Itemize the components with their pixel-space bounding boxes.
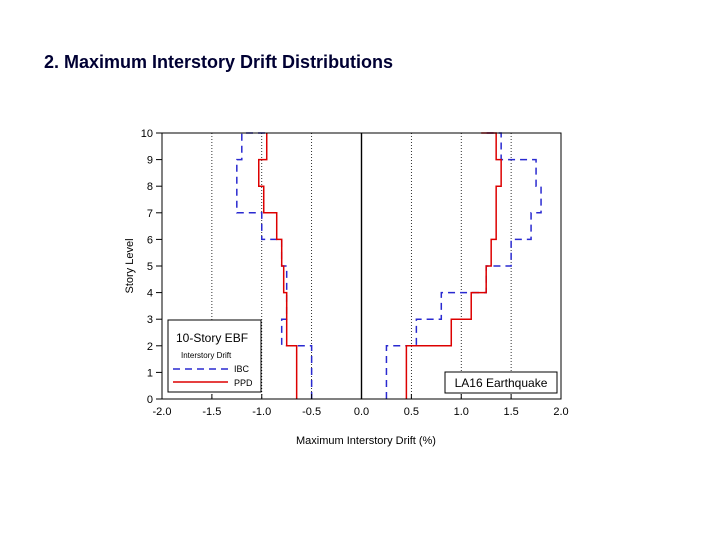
slide-title: 2. Maximum Interstory Drift Distribution…: [44, 52, 394, 72]
y-tick-label: 0: [147, 394, 153, 406]
x-tick-label: -0.5: [302, 406, 321, 418]
x-tick-label: -1.5: [202, 406, 221, 418]
ppd-left-profile: [258, 133, 298, 399]
y-tick-label: 10: [141, 128, 153, 140]
legend-ibc-label: IBC: [234, 364, 250, 374]
series-layer: [236, 132, 542, 399]
y-axis-label: Story Level: [124, 238, 136, 293]
x-tick-label: 1.0: [454, 406, 469, 418]
tick-layer: -2.0 -1.5 -1.0 -0.5 0.0 0.5 1.0 1.5 2.0 0 1 2 3 4 5 6 7 8…: [141, 128, 569, 418]
y-tick-label: 9: [147, 155, 153, 167]
y-tick-label: 5: [147, 261, 153, 273]
x-tick-label: 2.0: [553, 406, 568, 418]
legend: 10-Story EBF Interstory Drift IBC PPD: [167, 319, 262, 393]
y-tick-label: 3: [147, 314, 153, 326]
x-tick-label: -2.0: [153, 406, 172, 418]
x-axis-label: Maximum Interstory Drift (%): [296, 435, 436, 447]
x-tick-label: 0.0: [354, 406, 369, 418]
annotation-box: [444, 371, 558, 394]
earthquake-annotation: LA16 Earthquake: [444, 371, 558, 394]
ibc-right-profile: [385, 132, 542, 399]
legend-box: [167, 319, 262, 393]
y-tick-label: 6: [147, 234, 153, 246]
x-tick-label: -1.0: [252, 406, 271, 418]
y-tick-label: 2: [147, 341, 153, 353]
x-tick-label: 1.5: [503, 406, 518, 418]
y-tick-label: 8: [147, 181, 153, 193]
x-tick-label: 0.5: [404, 406, 419, 418]
y-tick-label: 1: [147, 367, 153, 379]
legend-title: 10-Story EBF: [176, 331, 248, 345]
annotation-label: LA16 Earthquake: [455, 376, 548, 390]
legend-subtitle: Interstory Drift: [181, 351, 232, 360]
y-tick-label: 7: [147, 208, 153, 220]
ppd-right-profile: [405, 132, 502, 399]
y-tick-label: 4: [147, 288, 153, 300]
legend-ppd-label: PPD: [234, 378, 253, 388]
